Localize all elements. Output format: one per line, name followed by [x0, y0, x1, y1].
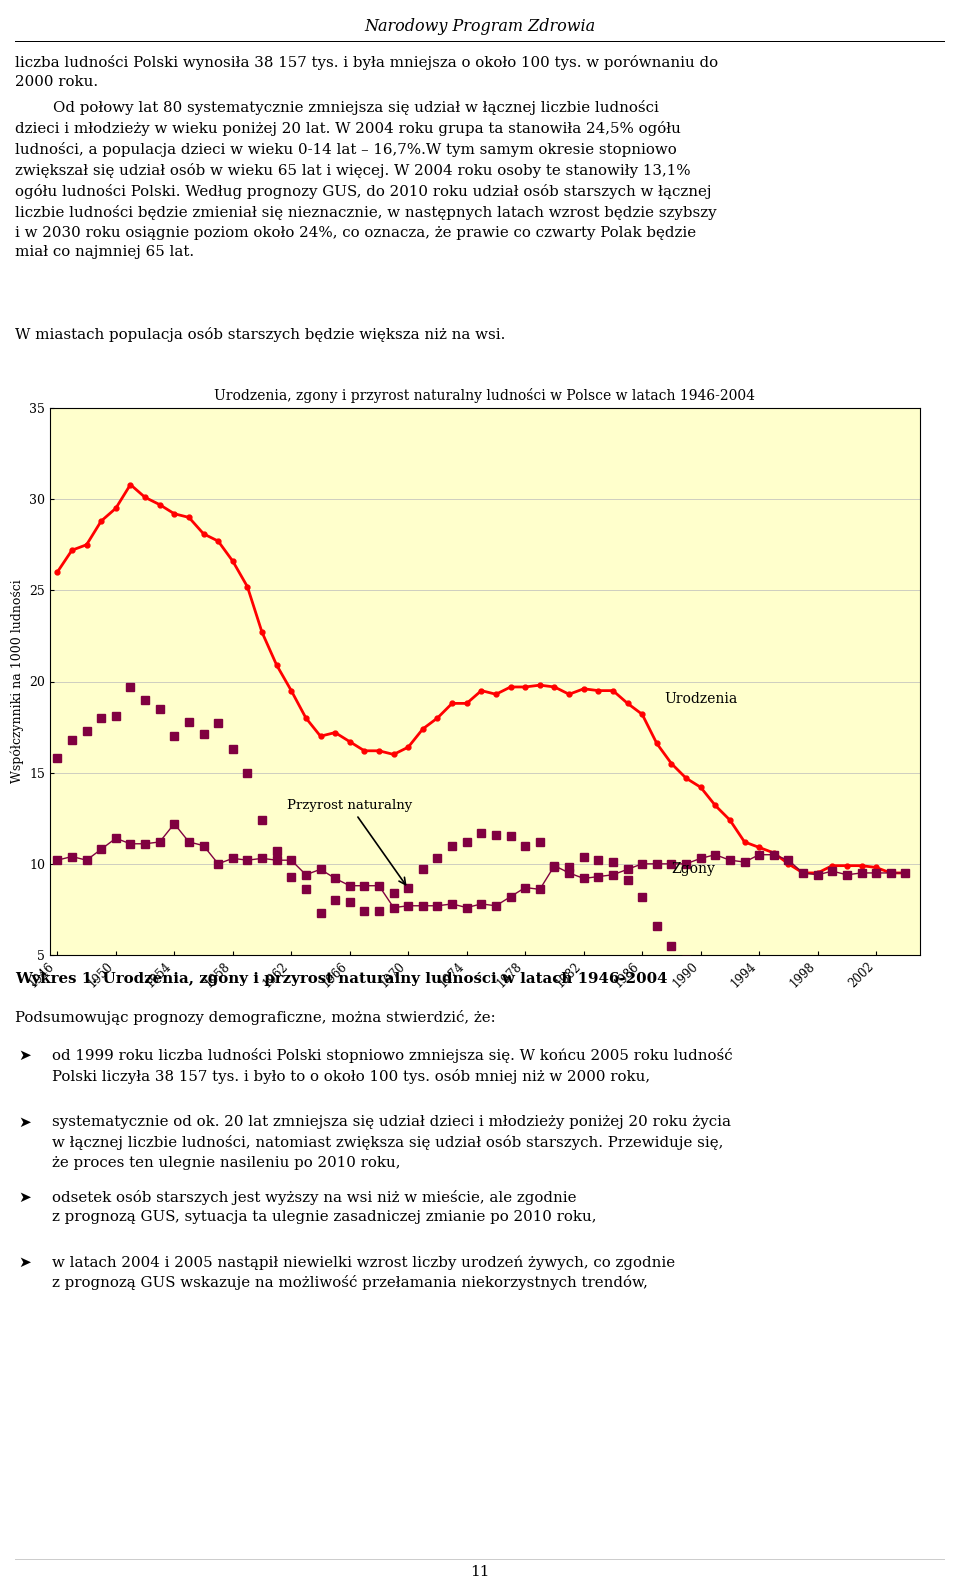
Text: Podsumowując prognozy demograficzne, można stwierdzić, że:: Podsumowując prognozy demograficzne, moż…: [15, 1011, 495, 1025]
Text: ➤: ➤: [18, 1049, 31, 1063]
Text: liczba ludności Polski wynosiła 38 157 tys. i była mniejsza o około 100 tys. w p: liczba ludności Polski wynosiła 38 157 t…: [15, 56, 718, 89]
Text: w latach 2004 i 2005 nastąpił niewielki wzrost liczby urodzeń żywych, co zgodnie: w latach 2004 i 2005 nastąpił niewielki …: [52, 1255, 675, 1290]
Text: Narodowy Program Zdrowia: Narodowy Program Zdrowia: [365, 17, 595, 35]
Text: 11: 11: [470, 1565, 490, 1579]
Text: systematycznie od ok. 20 lat zmniejsza się udział dzieci i młodzieży poniżej 20 : systematycznie od ok. 20 lat zmniejsza s…: [52, 1115, 731, 1170]
Text: ➤: ➤: [18, 1255, 31, 1270]
Text: Przyrost naturalny: Przyrost naturalny: [287, 799, 413, 885]
Text: W miastach populacja osób starszych będzie większa niż na wsi.: W miastach populacja osób starszych będz…: [15, 327, 505, 342]
Text: Zgony: Zgony: [671, 861, 715, 876]
Text: odsetek osób starszych jest wyższy na wsi niż w mieście, ale zgodnie
z prognozą : odsetek osób starszych jest wyższy na ws…: [52, 1190, 596, 1225]
Y-axis label: Współczynniki na 1000 ludności: Współczynniki na 1000 ludności: [11, 580, 24, 783]
Title: Urodzenia, zgony i przyrost naturalny ludności w Polsce w latach 1946-2004: Urodzenia, zgony i przyrost naturalny lu…: [214, 388, 756, 402]
Text: ➤: ➤: [18, 1115, 31, 1130]
Text: Od połowy lat 80 systematycznie zmniejsza się udział w łącznej liczbie ludności
: Od połowy lat 80 systematycznie zmniejsz…: [15, 100, 716, 259]
Text: ➤: ➤: [18, 1190, 31, 1204]
Text: Urodzenia: Urodzenia: [664, 693, 737, 707]
Text: od 1999 roku liczba ludności Polski stopniowo zmniejsza się. W końcu 2005 roku l: od 1999 roku liczba ludności Polski stop…: [52, 1049, 732, 1084]
Text: Wykres 1. Urodzenia, zgony i przyrost naturalny ludności w latach 1946-2004: Wykres 1. Urodzenia, zgony i przyrost na…: [15, 972, 667, 987]
